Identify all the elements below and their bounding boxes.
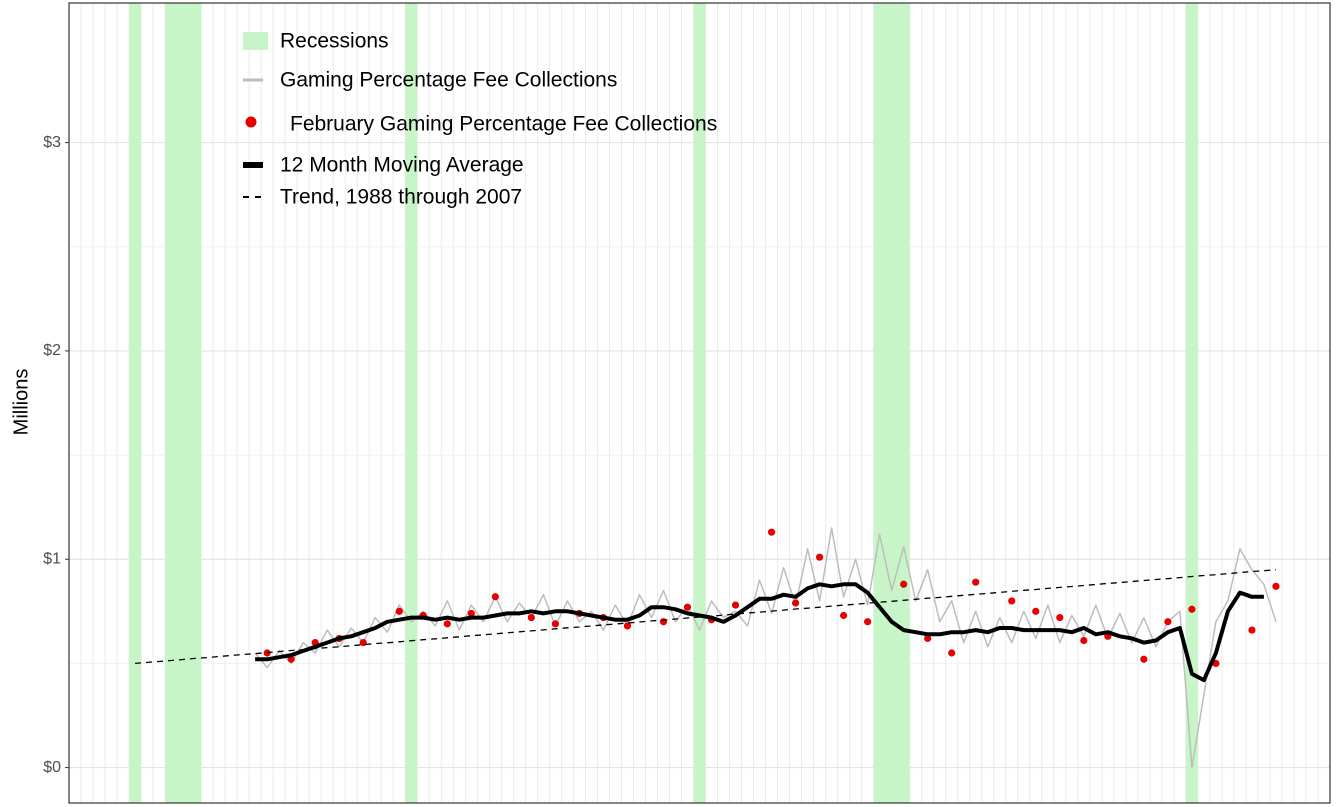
data-point [1032,607,1040,615]
recession-band [405,3,418,803]
data-point [1140,655,1148,663]
data-point [864,618,872,626]
data-point [1248,626,1256,634]
y-axis-label: Millions [10,369,32,436]
y-tick-label: $1 [43,550,61,567]
legend-swatch [245,116,257,128]
y-tick-label: $0 [43,759,61,776]
data-point [900,580,908,588]
data-point [287,655,295,663]
data-point [791,599,800,607]
data-point [1080,636,1088,645]
data-point [527,613,535,622]
recession-band [885,3,898,803]
recession-band [693,3,706,803]
legend-label: 12 Month Moving Average [280,154,524,177]
recession-band [165,3,178,803]
data-point [948,649,956,657]
data-point [840,611,848,620]
legend-label: Gaming Percentage Fee Collections [280,69,617,92]
recession-band [873,3,886,803]
series-line [255,582,1264,683]
data-point [1056,613,1064,622]
recession-band [189,3,202,803]
recession-band [897,3,910,803]
data-point [972,578,980,586]
legend-swatch [243,32,268,50]
data-point [359,638,367,647]
data-point [467,609,475,618]
plot-border [68,2,1331,804]
data-point [1164,618,1172,626]
y-tick-label: $2 [43,342,61,359]
data-point [683,603,692,611]
legend-label: Trend, 1988 through 2007 [280,186,522,209]
legend-label: Recessions [280,30,389,53]
data-point [623,622,632,630]
recession-band [177,3,190,803]
recession-band [129,3,142,803]
legend-label: February Gaming Percentage Fee Collectio… [290,113,717,136]
recession-band [1185,3,1198,803]
data-point [1188,605,1196,613]
y-tick-label: $3 [43,134,61,151]
data-point [1008,597,1016,605]
data-point [1272,582,1280,590]
data-point [443,620,451,628]
data-point [924,634,932,643]
data-point [395,607,403,615]
data-point [491,593,499,601]
trend-line [135,569,1277,665]
data-point [767,528,776,536]
recession-bands [129,3,1198,803]
data-point [815,553,824,561]
data-point [551,620,559,628]
data-point [731,601,740,609]
